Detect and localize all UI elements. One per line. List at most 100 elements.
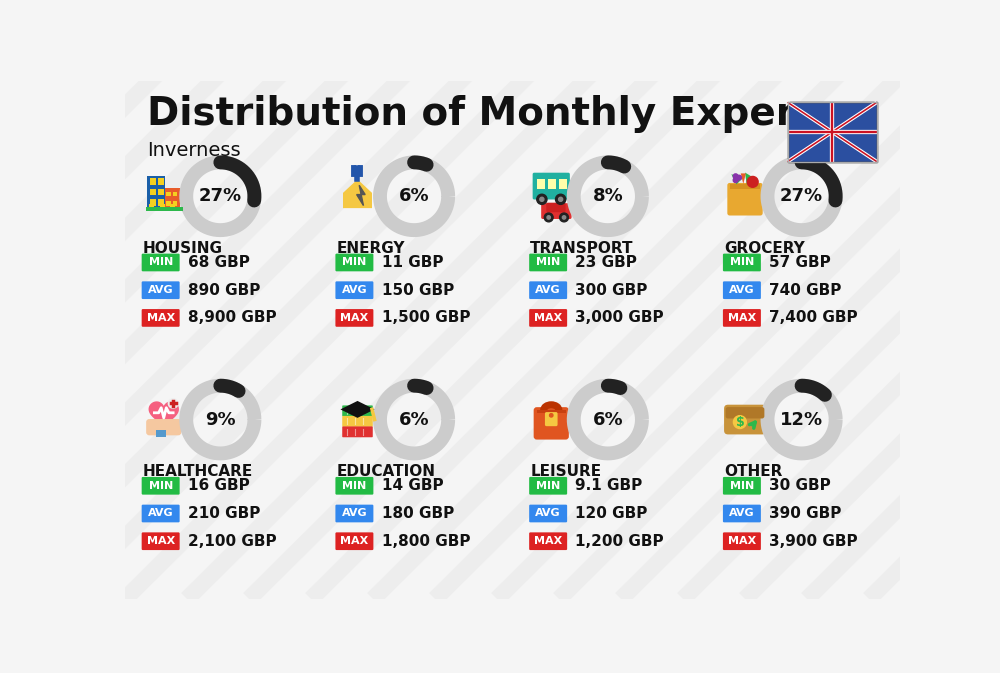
FancyBboxPatch shape <box>541 203 572 219</box>
Circle shape <box>168 398 178 409</box>
Text: 6%: 6% <box>399 187 429 205</box>
Text: 740 GBP: 740 GBP <box>769 283 841 297</box>
Text: MIN: MIN <box>730 258 754 267</box>
Text: AVG: AVG <box>729 509 755 518</box>
Text: MAX: MAX <box>728 536 756 546</box>
Text: MAX: MAX <box>147 313 175 323</box>
FancyBboxPatch shape <box>149 204 154 208</box>
Circle shape <box>562 216 566 219</box>
Text: 27%: 27% <box>199 187 242 205</box>
FancyBboxPatch shape <box>146 419 181 435</box>
FancyBboxPatch shape <box>165 188 180 208</box>
FancyBboxPatch shape <box>166 201 171 205</box>
FancyBboxPatch shape <box>723 532 761 550</box>
Text: 210 GBP: 210 GBP <box>188 506 260 521</box>
FancyBboxPatch shape <box>335 281 373 299</box>
Text: MIN: MIN <box>342 258 367 267</box>
Text: 7,400 GBP: 7,400 GBP <box>769 310 858 326</box>
FancyBboxPatch shape <box>788 102 877 162</box>
Circle shape <box>560 213 568 222</box>
FancyBboxPatch shape <box>724 404 766 434</box>
Text: MIN: MIN <box>149 258 173 267</box>
FancyBboxPatch shape <box>529 477 567 495</box>
Text: MAX: MAX <box>340 313 369 323</box>
Text: $: $ <box>736 416 744 429</box>
Text: 390 GBP: 390 GBP <box>769 506 841 521</box>
Text: MAX: MAX <box>534 313 562 323</box>
Text: 3,000 GBP: 3,000 GBP <box>575 310 664 326</box>
FancyBboxPatch shape <box>146 207 183 211</box>
Circle shape <box>733 178 738 182</box>
Circle shape <box>537 194 547 205</box>
FancyBboxPatch shape <box>173 201 177 205</box>
Text: 16 GBP: 16 GBP <box>188 479 250 493</box>
Text: AVG: AVG <box>729 285 755 295</box>
FancyBboxPatch shape <box>150 199 156 205</box>
FancyBboxPatch shape <box>170 204 175 208</box>
Text: 8,900 GBP: 8,900 GBP <box>188 310 276 326</box>
FancyBboxPatch shape <box>537 179 545 190</box>
Text: 120 GBP: 120 GBP <box>575 506 648 521</box>
Circle shape <box>737 175 741 180</box>
FancyBboxPatch shape <box>723 309 761 327</box>
FancyBboxPatch shape <box>335 254 373 271</box>
FancyBboxPatch shape <box>173 192 177 196</box>
Text: MIN: MIN <box>536 481 560 491</box>
Text: 8%: 8% <box>592 187 623 205</box>
Text: 150 GBP: 150 GBP <box>382 283 454 297</box>
FancyBboxPatch shape <box>726 407 764 419</box>
Text: 12%: 12% <box>780 411 823 429</box>
FancyBboxPatch shape <box>142 477 180 495</box>
Text: 68 GBP: 68 GBP <box>188 255 250 270</box>
FancyBboxPatch shape <box>166 192 171 196</box>
FancyBboxPatch shape <box>534 407 569 439</box>
Text: ENERGY: ENERGY <box>337 241 405 256</box>
FancyBboxPatch shape <box>548 179 556 190</box>
Text: LEISURE: LEISURE <box>530 464 601 479</box>
FancyBboxPatch shape <box>529 532 567 550</box>
Polygon shape <box>745 172 754 184</box>
FancyBboxPatch shape <box>156 430 166 437</box>
Text: 30 GBP: 30 GBP <box>769 479 831 493</box>
Circle shape <box>559 197 563 201</box>
FancyBboxPatch shape <box>142 281 180 299</box>
FancyBboxPatch shape <box>529 505 567 522</box>
FancyBboxPatch shape <box>529 309 567 327</box>
FancyBboxPatch shape <box>142 505 180 522</box>
FancyBboxPatch shape <box>342 405 373 417</box>
Text: EDUCATION: EDUCATION <box>337 464 436 479</box>
Circle shape <box>544 213 553 222</box>
Text: TRANSPORT: TRANSPORT <box>530 241 634 256</box>
FancyBboxPatch shape <box>335 505 373 522</box>
Text: AVG: AVG <box>535 509 561 518</box>
Text: 300 GBP: 300 GBP <box>575 283 648 297</box>
Polygon shape <box>149 402 178 428</box>
FancyBboxPatch shape <box>723 505 761 522</box>
Text: Distribution of Monthly Expenses: Distribution of Monthly Expenses <box>147 95 876 133</box>
FancyBboxPatch shape <box>723 254 761 271</box>
FancyBboxPatch shape <box>546 203 566 212</box>
FancyBboxPatch shape <box>142 532 180 550</box>
FancyBboxPatch shape <box>342 427 373 437</box>
Text: Inverness: Inverness <box>147 141 240 160</box>
Text: 23 GBP: 23 GBP <box>575 255 637 270</box>
Circle shape <box>550 414 553 417</box>
Polygon shape <box>731 174 743 184</box>
Circle shape <box>540 197 544 201</box>
Text: MAX: MAX <box>534 536 562 546</box>
Text: OTHER: OTHER <box>724 464 782 479</box>
FancyBboxPatch shape <box>537 410 566 413</box>
FancyBboxPatch shape <box>150 178 156 184</box>
FancyBboxPatch shape <box>142 309 180 327</box>
Circle shape <box>733 416 746 429</box>
Text: MAX: MAX <box>147 536 175 546</box>
FancyBboxPatch shape <box>158 188 164 195</box>
Circle shape <box>733 174 738 178</box>
FancyBboxPatch shape <box>150 188 156 195</box>
Text: MAX: MAX <box>340 536 369 546</box>
Text: MIN: MIN <box>730 481 754 491</box>
Circle shape <box>747 176 758 187</box>
Text: AVG: AVG <box>342 285 367 295</box>
Text: 57 GBP: 57 GBP <box>769 255 831 270</box>
FancyBboxPatch shape <box>730 184 760 188</box>
